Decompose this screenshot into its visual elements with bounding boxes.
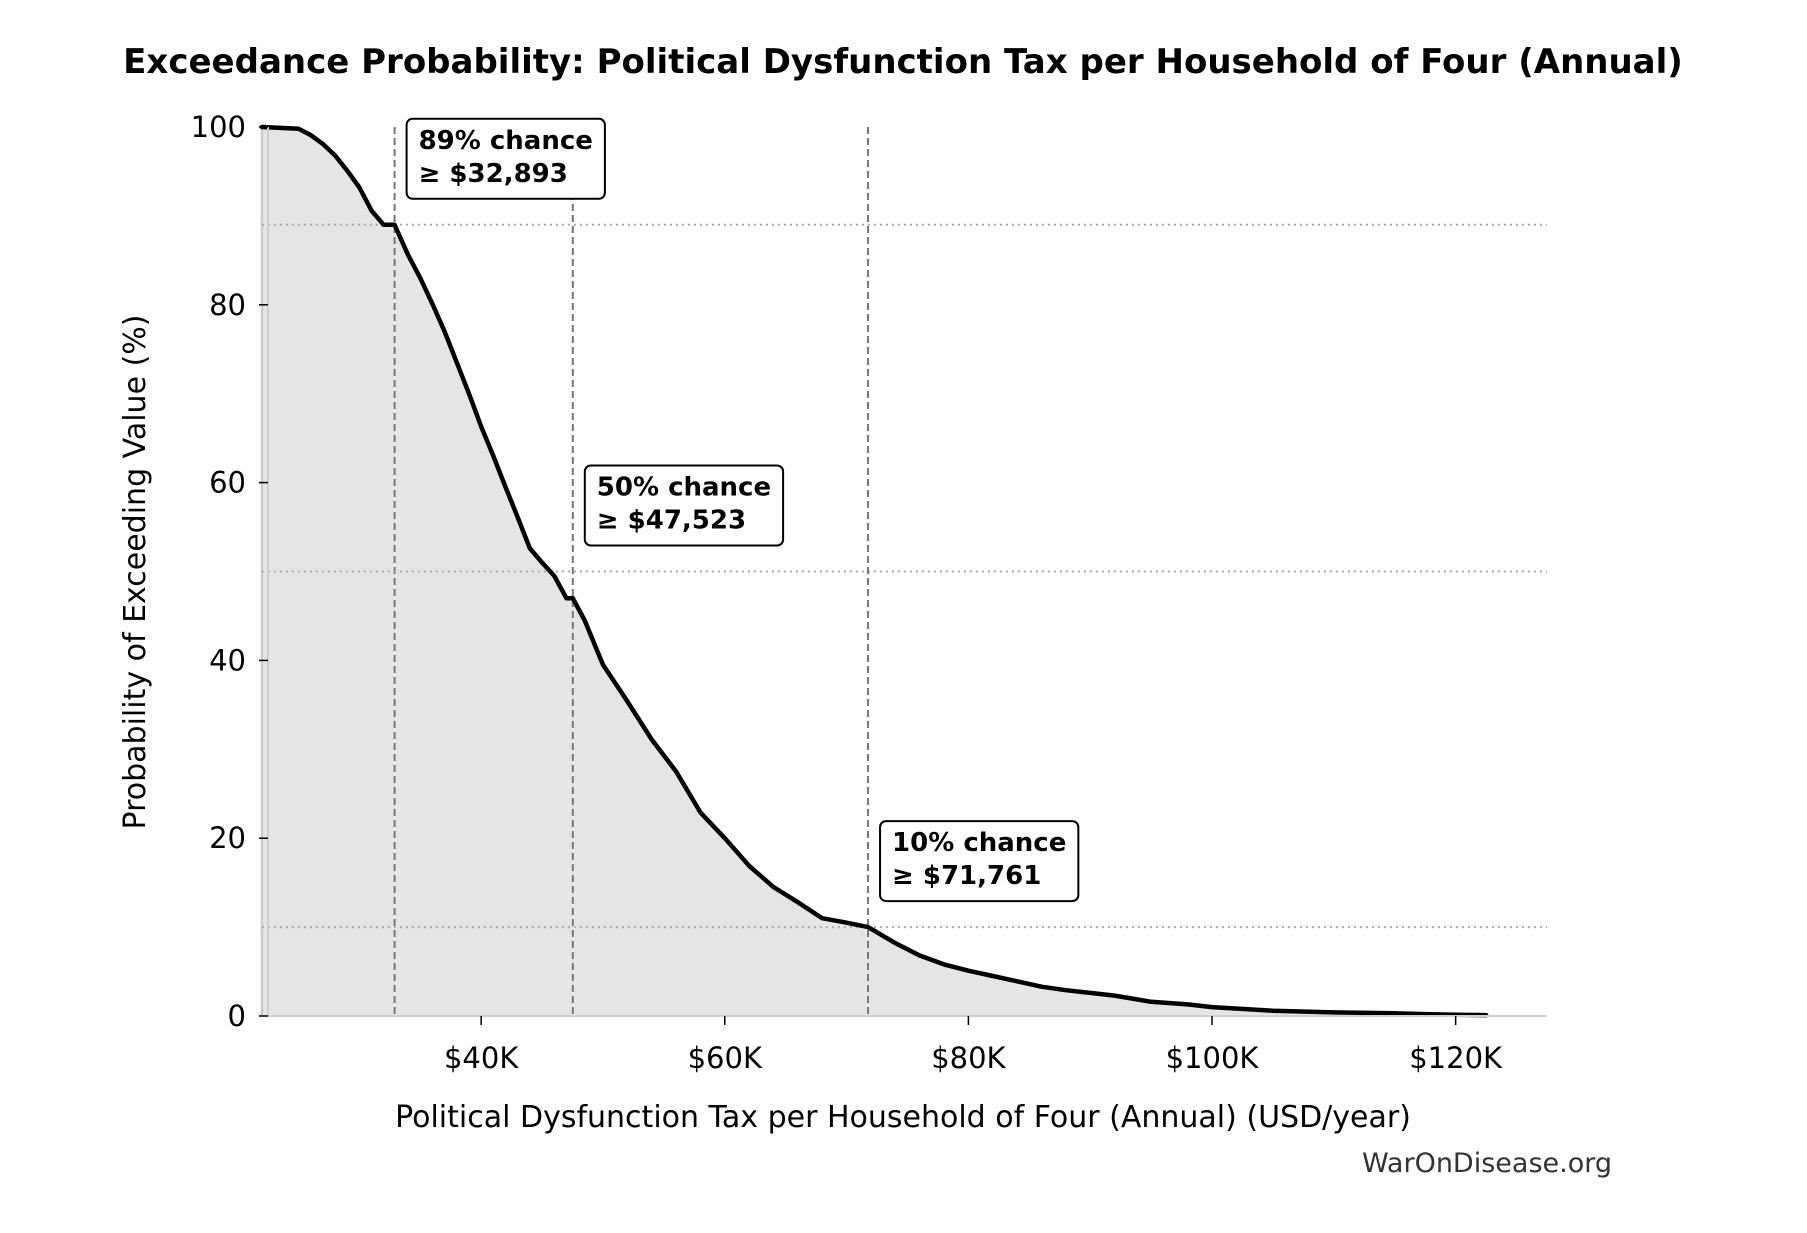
- annotation-line1: 10% chance: [892, 828, 1066, 858]
- annotation-1: 89% chance≥ $32,893: [405, 117, 606, 200]
- x-tick-label: $40K: [444, 1041, 519, 1075]
- curve-layer: [259, 124, 1489, 1018]
- x-tick-label: $100K: [1166, 1041, 1260, 1075]
- annotation-2: 50% chance≥ $47,523: [583, 464, 785, 547]
- y-tick-label: 100: [191, 110, 246, 144]
- x-tick-label: $120K: [1409, 1041, 1503, 1075]
- annotation-box: [583, 464, 785, 547]
- x-tick-label: $60K: [688, 1041, 763, 1075]
- annotation-box: [879, 820, 1080, 903]
- y-axis-label: Probability of Exceeding Value (%): [118, 315, 153, 830]
- annotation-line1: 50% chance: [597, 473, 771, 503]
- annotation-3: 10% chance≥ $71,761: [879, 820, 1080, 903]
- y-tick-label: 80: [209, 288, 246, 322]
- annotations: 89% chance≥ $32,893 50% chance≥ $47,523 10…: [405, 117, 1080, 903]
- y-tick-label: 40: [209, 643, 246, 677]
- tick-labels: 0 20 40 60 80 100 $40K $60K $80K $100K $120K: [191, 110, 1503, 1075]
- x-tick-label: $80K: [931, 1041, 1006, 1075]
- watermark-text: WarOnDisease.org: [1362, 1148, 1612, 1179]
- annotation-line2: ≥ $47,523: [597, 506, 746, 536]
- reference-lines: [261, 127, 1547, 1016]
- y-tick-label: 60: [209, 466, 246, 500]
- annotation-box: [405, 117, 606, 200]
- annotation-line2: ≥ $32,893: [419, 159, 568, 189]
- y-tick-label: 20: [209, 821, 246, 855]
- area-fill: [261, 127, 1487, 1016]
- chart-title: Exceedance Probability: Political Dysfun…: [123, 42, 1683, 82]
- series-line-exceedance: [259, 124, 1489, 1018]
- annotation-line1: 89% chance: [419, 126, 593, 156]
- x-axis-label: Political Dysfunction Tax per Household …: [395, 1100, 1411, 1135]
- annotation-line2: ≥ $71,761: [892, 861, 1041, 891]
- y-tick-label: 0: [228, 999, 246, 1033]
